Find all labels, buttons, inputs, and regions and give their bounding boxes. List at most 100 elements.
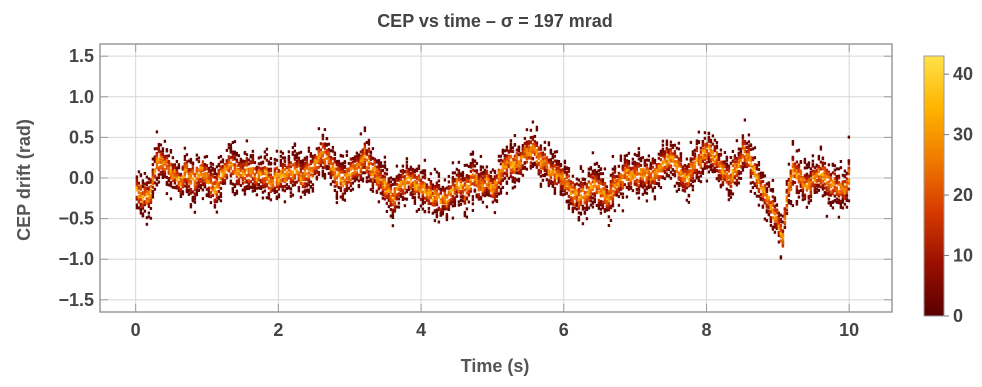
heatmap-cell bbox=[602, 172, 604, 175]
heatmap-cell bbox=[606, 185, 608, 188]
heatmap-cell bbox=[514, 144, 516, 147]
heatmap-cell bbox=[424, 172, 426, 175]
heatmap-cell bbox=[434, 219, 436, 222]
heatmap-cell bbox=[418, 174, 420, 177]
heatmap-cell bbox=[750, 144, 752, 147]
heatmap-cell bbox=[654, 186, 656, 189]
heatmap-cell bbox=[618, 204, 620, 207]
heatmap-cell bbox=[442, 210, 444, 213]
heatmap-cell bbox=[146, 223, 148, 226]
heatmap-cell bbox=[144, 172, 146, 175]
heatmap-cell bbox=[476, 169, 478, 172]
heatmap-cell bbox=[268, 194, 270, 197]
heatmap-cell bbox=[246, 153, 248, 156]
heatmap-cell bbox=[678, 147, 680, 150]
heatmap-cell bbox=[694, 163, 696, 166]
heatmap-cell bbox=[742, 169, 744, 172]
heatmap-cell bbox=[740, 177, 742, 180]
heatmap-cell bbox=[510, 142, 512, 145]
heatmap-cell bbox=[310, 181, 312, 184]
heatmap-cell bbox=[506, 192, 508, 195]
heatmap-cell bbox=[638, 154, 640, 157]
heatmap-cell bbox=[480, 198, 482, 201]
heatmap-cell bbox=[184, 173, 186, 176]
heatmap-cell bbox=[220, 187, 222, 190]
heatmap-cell bbox=[418, 208, 420, 211]
heatmap-cell bbox=[618, 165, 620, 168]
heatmap-cell bbox=[704, 131, 706, 134]
heatmap-cell bbox=[140, 174, 142, 177]
heatmap-cell bbox=[158, 181, 160, 184]
heatmap-cell bbox=[532, 157, 534, 160]
heatmap-cell bbox=[704, 137, 706, 140]
heatmap-cell bbox=[394, 210, 396, 213]
heatmap-cell bbox=[548, 143, 550, 146]
heatmap-cell bbox=[438, 179, 440, 182]
heatmap-cell bbox=[648, 154, 650, 157]
heatmap-cell bbox=[372, 183, 374, 186]
heatmap-cell bbox=[608, 224, 610, 227]
heatmap-cell bbox=[192, 162, 194, 165]
heatmap-cell bbox=[270, 162, 272, 165]
heatmap-cell bbox=[518, 147, 520, 150]
heatmap-cell bbox=[732, 150, 734, 153]
heatmap-cell bbox=[386, 202, 388, 205]
heatmap-cell bbox=[660, 186, 662, 189]
heatmap-cell bbox=[740, 150, 742, 153]
heatmap-cell bbox=[472, 195, 474, 198]
heatmap-cell bbox=[464, 213, 466, 216]
heatmap-cell bbox=[642, 156, 644, 159]
heatmap-cell bbox=[536, 126, 538, 129]
heatmap-cell bbox=[300, 151, 302, 154]
heatmap-cell bbox=[324, 174, 326, 177]
heatmap-cell bbox=[604, 183, 606, 186]
heatmap-cell bbox=[550, 149, 552, 152]
heatmap-cell bbox=[292, 171, 294, 174]
heatmap-cell bbox=[318, 172, 320, 175]
heatmap-cell bbox=[282, 152, 284, 155]
heatmap-cell bbox=[536, 166, 538, 169]
heatmap-cell bbox=[270, 169, 272, 172]
heatmap-cell bbox=[580, 213, 582, 216]
heatmap-cell bbox=[238, 154, 240, 157]
heatmap-cell bbox=[418, 193, 420, 196]
heatmap-cell bbox=[568, 175, 570, 178]
heatmap-cell bbox=[754, 156, 756, 159]
heatmap-cell bbox=[270, 157, 272, 160]
heatmap-cell bbox=[206, 164, 208, 167]
heatmap-cell bbox=[554, 192, 556, 195]
heatmap-cell bbox=[668, 174, 670, 177]
heatmap-cell bbox=[404, 204, 406, 207]
heatmap-cell bbox=[708, 132, 710, 135]
heatmap-cell bbox=[430, 180, 432, 183]
heatmap-cell bbox=[506, 173, 508, 176]
heatmap-cell bbox=[754, 192, 756, 195]
heatmap-cell bbox=[744, 119, 746, 122]
heatmap-cell bbox=[438, 184, 440, 187]
heatmap-cell bbox=[692, 177, 694, 180]
heatmap-cell bbox=[418, 165, 420, 168]
heatmap-cell bbox=[572, 175, 574, 178]
heatmap-cell bbox=[406, 157, 408, 160]
heatmap-cell bbox=[476, 162, 478, 165]
heatmap-cell bbox=[512, 146, 514, 149]
heatmap-cell bbox=[458, 161, 460, 164]
heatmap-cell bbox=[436, 200, 438, 203]
heatmap-cell bbox=[136, 204, 138, 207]
heatmap-cell bbox=[362, 180, 364, 183]
heatmap-cell bbox=[620, 159, 622, 162]
heatmap-cell bbox=[612, 204, 614, 207]
heatmap-cell bbox=[592, 151, 594, 154]
heatmap-cell bbox=[224, 182, 226, 185]
heatmap-cell bbox=[248, 183, 250, 186]
heatmap-cell bbox=[270, 198, 272, 201]
heatmap-cell bbox=[342, 155, 344, 158]
heatmap-cell bbox=[654, 159, 656, 162]
heatmap-cell bbox=[372, 186, 374, 189]
heatmap-cell bbox=[210, 201, 212, 204]
heatmap-cell bbox=[332, 146, 334, 149]
heatmap-cell bbox=[370, 151, 372, 154]
heatmap-cell bbox=[172, 156, 174, 159]
heatmap-cell bbox=[594, 182, 596, 185]
